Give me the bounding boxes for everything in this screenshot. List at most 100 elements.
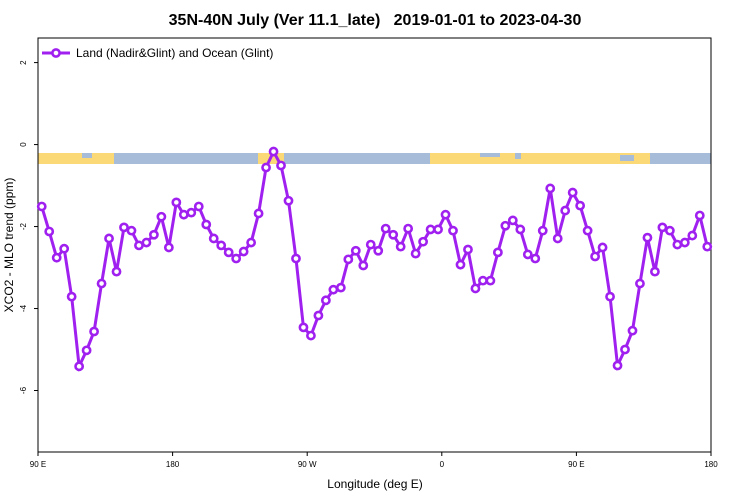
ocean-band: [38, 153, 711, 164]
data-point: [261, 162, 271, 173]
x-tick-label: 90 E: [568, 460, 584, 469]
data-point: [358, 260, 369, 271]
data-point: [560, 205, 571, 216]
data-point: [119, 222, 129, 233]
data-point: [433, 224, 443, 235]
data-point: [365, 239, 376, 250]
data-point: [687, 230, 698, 241]
surface-band: [38, 153, 711, 164]
data-point: [388, 229, 399, 240]
data-point: [44, 226, 55, 237]
data-point: [455, 259, 466, 270]
data-point: [208, 233, 219, 244]
data-point: [612, 360, 623, 371]
data-point: [664, 225, 675, 236]
data-point: [590, 251, 600, 262]
data-point: [298, 322, 309, 333]
data-point: [201, 219, 212, 230]
data-point: [410, 248, 421, 259]
y-tick-label: 0: [19, 142, 28, 147]
data-point: [440, 209, 451, 220]
ocean-band: [620, 155, 634, 161]
data-point: [605, 291, 615, 302]
data-point: [350, 245, 361, 256]
data-point: [380, 223, 391, 234]
data-point: [320, 295, 331, 306]
data-point: [515, 224, 526, 235]
data-point: [343, 254, 354, 265]
series-line: [40, 148, 709, 372]
data-point: [306, 330, 316, 341]
data-point: [537, 225, 548, 236]
data-point: [545, 183, 556, 194]
data-point: [283, 195, 294, 206]
data-point: [702, 241, 713, 252]
data-point: [395, 241, 406, 252]
data-point: [627, 325, 638, 336]
data-point: [403, 223, 414, 234]
data-point: [635, 278, 645, 289]
data-point: [223, 247, 234, 258]
data-point: [276, 160, 286, 171]
data-point: [500, 220, 511, 231]
legend-marker: [51, 48, 61, 58]
data-point: [492, 247, 503, 258]
data-point: [253, 208, 264, 219]
data-point: [575, 200, 586, 211]
data-point: [672, 239, 683, 250]
data-point: [193, 201, 204, 212]
data-point: [650, 266, 660, 277]
chart-title: 35N-40N July (Ver 11.1_late) 2019-01-01 …: [169, 12, 582, 29]
data-point: [597, 242, 608, 253]
ocean-band: [480, 153, 500, 157]
data-point: [141, 237, 152, 248]
data-point: [66, 291, 77, 302]
y-tick-label: -2: [19, 222, 28, 230]
x-tick-label: 90 W: [298, 460, 317, 469]
data-point: [694, 210, 705, 221]
data-point: [291, 253, 301, 264]
data-point: [111, 266, 122, 277]
data-point: [478, 275, 488, 286]
data-point: [149, 229, 159, 240]
data-point: [126, 225, 137, 236]
land-band: [430, 153, 650, 164]
data-point: [582, 225, 593, 236]
y-axis-title: XCO2 - MLO trend (ppm): [2, 178, 16, 313]
data-point: [470, 283, 481, 294]
data-point: [418, 236, 429, 247]
legend-label: Land (Nadir&Glint) and Ocean (Glint): [76, 46, 273, 60]
x-axis-title: Longitude (deg E): [327, 477, 422, 491]
data-point: [522, 249, 533, 260]
x-tick-label: 180: [704, 460, 718, 469]
data-point: [507, 215, 518, 226]
data-point: [530, 253, 541, 264]
data-point: [104, 233, 114, 244]
data-point: [463, 244, 473, 255]
data-point: [186, 207, 197, 218]
y-tick-label: -4: [19, 304, 28, 312]
y-tick-label: 2: [19, 60, 28, 65]
data-point: [216, 240, 227, 251]
data-point: [156, 211, 167, 222]
x-tick-label: 0: [440, 460, 445, 469]
data-point: [178, 209, 189, 220]
data-point: [313, 310, 324, 321]
data-point: [552, 233, 563, 244]
y-tick-label: -6: [19, 386, 28, 394]
data-point: [163, 242, 174, 253]
data-point: [642, 232, 653, 243]
data-point: [373, 245, 384, 256]
x-tick-label: 180: [166, 460, 180, 469]
data-point: [238, 246, 249, 257]
data-point: [89, 326, 99, 337]
data-point: [59, 243, 70, 254]
data-point: [657, 222, 668, 233]
data-point: [485, 275, 496, 286]
data-point: [231, 253, 242, 264]
data-point: [171, 197, 182, 208]
data-point: [425, 224, 436, 235]
data-point: [268, 146, 279, 157]
data-point: [74, 361, 85, 372]
